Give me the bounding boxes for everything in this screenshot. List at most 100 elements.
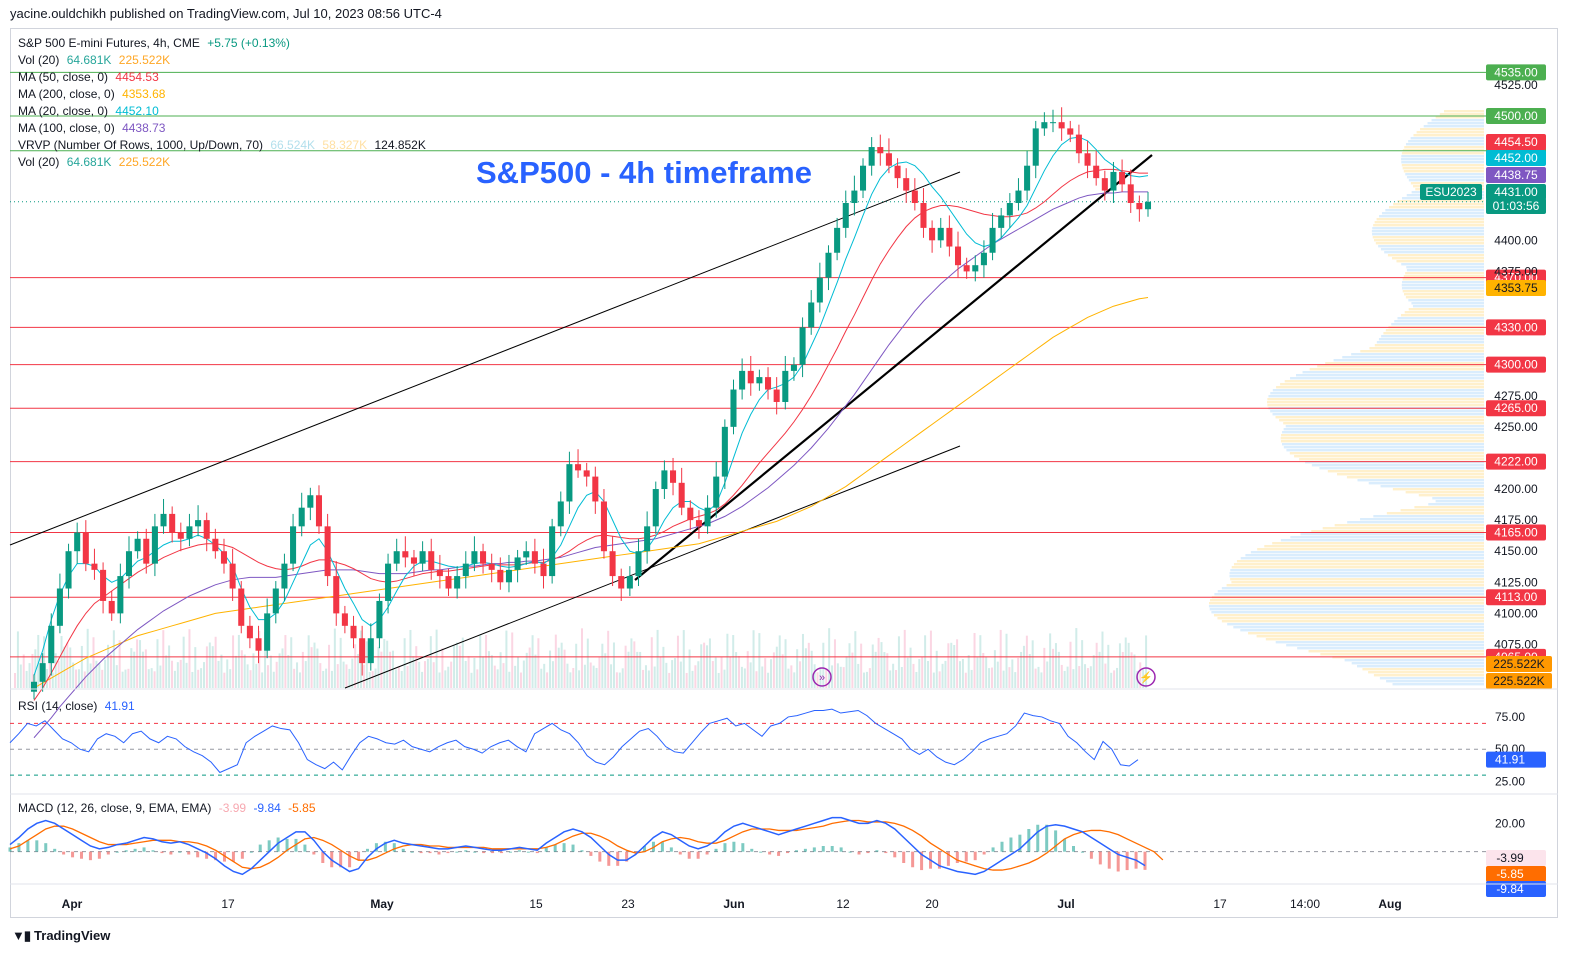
legend-macd[interactable]: MACD (12, 26, close, 9, EMA, EMA) -3.99 …	[18, 801, 316, 815]
level-badge	[1486, 400, 1546, 417]
volume-profile-row	[1214, 593, 1484, 596]
volume-profile-row	[1393, 203, 1484, 206]
volume-profile-row	[1333, 359, 1484, 362]
macd-hist-bar	[991, 847, 995, 852]
volume-profile-row	[1276, 386, 1484, 389]
volume-bar	[182, 636, 185, 688]
volume-bar	[618, 672, 621, 688]
price-badge-label: 4353.75	[1494, 281, 1538, 295]
volume-bar	[214, 636, 217, 688]
volume-profile-row	[1403, 275, 1484, 278]
volume-profile-row	[1283, 422, 1484, 425]
volume-bar	[51, 672, 54, 688]
volume-bar	[1005, 633, 1008, 688]
macd-hist-bar	[392, 843, 396, 852]
volume-profile-row	[1351, 353, 1484, 356]
volume-profile-row	[1408, 140, 1484, 143]
macd-hist-bar	[196, 851, 200, 858]
level-label: 4330.00	[1494, 320, 1538, 334]
volume-bar	[92, 637, 95, 688]
volume-profile-row	[1296, 374, 1484, 377]
volume-profile-row	[1229, 572, 1484, 575]
macd-hist-bar	[71, 851, 75, 858]
legend-vrvp[interactable]: VRVP (Number Of Rows, 1000, Up/Down, 70)…	[18, 138, 426, 152]
macd-hist-bar	[526, 851, 530, 853]
macd-hist-bar	[97, 851, 101, 859]
volume-profile-row	[1284, 380, 1484, 383]
level-label: 4113.00	[1495, 590, 1538, 604]
volume-bar	[194, 647, 197, 688]
volume-profile-row	[1369, 347, 1484, 350]
time-tick: 17	[1213, 897, 1227, 911]
macd-hist-bar	[401, 848, 405, 852]
volume-bar	[906, 657, 909, 688]
tradingview-brand[interactable]: ▼▮ TradingView	[12, 928, 110, 944]
volume-bar	[16, 631, 19, 688]
macd-hist-bar	[973, 851, 977, 861]
volume-profile-row	[1250, 551, 1484, 554]
macd-hist-bar	[678, 851, 682, 855]
legend-ma50[interactable]: MA (50, close, 0) 4454.53	[18, 70, 159, 84]
volume-bar	[1022, 645, 1025, 688]
candle-body	[929, 227, 936, 241]
macd-hist-bar	[133, 848, 137, 852]
volume-bar	[168, 645, 171, 688]
candle-body	[790, 364, 797, 371]
volume-bar	[1046, 661, 1049, 688]
candle-body	[169, 513, 176, 533]
volume-bar	[264, 631, 267, 688]
volume-bar	[615, 672, 618, 688]
macd-hist-bar	[625, 851, 629, 862]
candle-body	[652, 489, 659, 527]
volume-bar	[377, 646, 380, 688]
candle-body	[255, 638, 262, 651]
volume-profile-row	[1386, 680, 1484, 683]
volume-profile-row	[1337, 473, 1484, 476]
volume-bar	[886, 653, 889, 688]
ma100-line	[33, 191, 1148, 739]
volume-bar	[851, 652, 854, 688]
volume-bar	[406, 666, 409, 688]
volume-bar	[191, 671, 194, 688]
volume-bar	[854, 631, 857, 688]
volume-bar	[941, 663, 944, 688]
volume-profile-row	[1439, 113, 1484, 116]
volume-profile-row	[1374, 221, 1484, 224]
legend-ma20[interactable]: MA (20, close, 0) 4452.10	[18, 104, 159, 118]
candle-body	[1084, 153, 1091, 166]
legend-rsi[interactable]: RSI (14, close) 41.91	[18, 699, 135, 713]
legend-ma100[interactable]: MA (100, close, 0) 4438.73	[18, 121, 165, 135]
volume-bar	[534, 654, 537, 688]
macd-badge-label: -9.84	[1496, 882, 1524, 896]
volume-bar	[723, 669, 726, 688]
volume-profile-row	[1402, 149, 1484, 152]
volume-bar	[203, 662, 205, 688]
volume-bar	[1037, 666, 1040, 688]
legend-ma200[interactable]: MA (200, close, 0) 4353.68	[18, 87, 165, 101]
volume-bar	[610, 664, 613, 688]
volume-profile-row	[1362, 668, 1484, 671]
macd-hist-bar	[955, 851, 959, 863]
candle-body	[808, 302, 815, 328]
macd-hist-bar	[1000, 841, 1004, 852]
legend-vol[interactable]: Vol (20) 64.681K 225.522K	[18, 53, 170, 67]
candle-body	[730, 389, 737, 427]
volume-bar	[453, 645, 456, 688]
candle-body	[65, 551, 72, 589]
volume-bar	[685, 672, 688, 688]
legend-symbol[interactable]: S&P 500 E-mini Futures, 4h, CME +5.75 (+…	[18, 36, 290, 50]
volume-bar	[900, 667, 903, 688]
candle-body	[428, 551, 435, 570]
volume-bar	[511, 632, 514, 688]
legend-vol-2[interactable]: Vol (20) 64.681K 225.522K	[18, 155, 170, 169]
volume-bar	[319, 663, 322, 688]
macd-hist-bar	[1072, 846, 1076, 852]
volume-bar	[508, 671, 511, 688]
horizontal-levels: 4535.004500.004472.004370.004330.004300.…	[10, 64, 1546, 665]
volume-bar	[575, 643, 578, 688]
volume-bar	[25, 670, 28, 688]
candle-body	[695, 520, 702, 527]
candle-body	[540, 563, 547, 577]
volume-bar	[95, 660, 98, 688]
